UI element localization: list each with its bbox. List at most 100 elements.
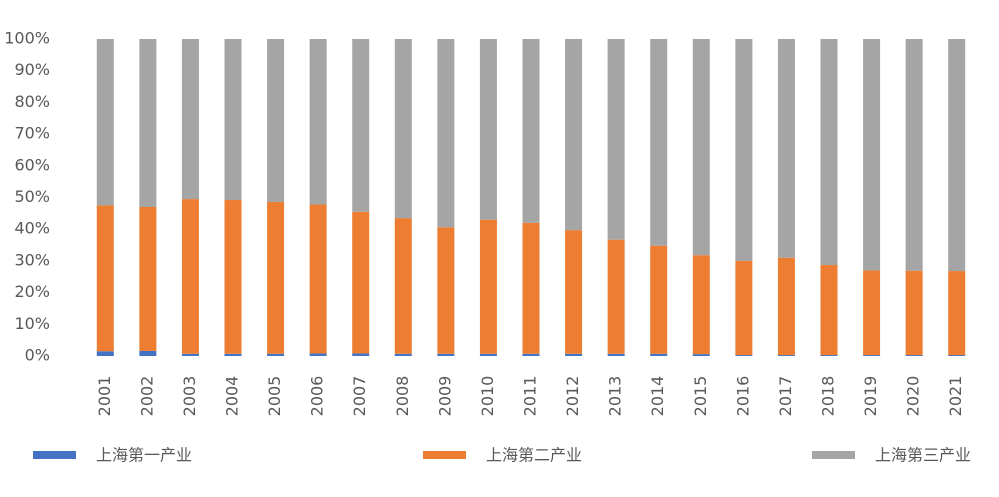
bar-segment bbox=[352, 353, 370, 356]
x-tick-label: 2015 bbox=[691, 376, 710, 417]
bar-segment bbox=[437, 39, 455, 228]
bar-segment bbox=[309, 204, 327, 354]
bar-segment bbox=[139, 207, 157, 351]
y-tick-label: 50% bbox=[14, 187, 50, 206]
bar-segment bbox=[522, 39, 540, 223]
x-tick-label: 2003 bbox=[180, 376, 199, 417]
bar-segment bbox=[607, 39, 625, 240]
bar-segment bbox=[735, 39, 753, 261]
bar-segment bbox=[863, 270, 881, 356]
legend-label: 上海第二产业 bbox=[486, 446, 582, 465]
bar-segment bbox=[820, 355, 838, 356]
x-tick-label: 2007 bbox=[350, 376, 369, 417]
bar-segment bbox=[181, 199, 199, 354]
x-tick-label: 2013 bbox=[606, 376, 625, 417]
bar-segment bbox=[522, 353, 540, 356]
x-tick-label: 2017 bbox=[776, 376, 795, 417]
bar-segment bbox=[607, 353, 625, 356]
x-tick-label: 2001 bbox=[95, 376, 114, 417]
bar-segment bbox=[181, 39, 199, 200]
bar-segment bbox=[692, 354, 710, 356]
x-tick-label: 2014 bbox=[648, 376, 667, 417]
x-tick-label: 2004 bbox=[223, 376, 242, 417]
y-tick-label: 90% bbox=[14, 60, 50, 79]
y-tick-label: 100% bbox=[4, 29, 50, 48]
bar-segment bbox=[437, 353, 455, 356]
bar-segment bbox=[181, 353, 199, 356]
x-tick-label: 2002 bbox=[137, 376, 156, 417]
bar-segment bbox=[863, 39, 881, 271]
bar-segment bbox=[437, 227, 455, 354]
y-tick-label: 10% bbox=[14, 314, 50, 333]
legend-swatch bbox=[812, 451, 855, 459]
x-tick-label: 2008 bbox=[393, 376, 412, 417]
y-tick-label: 20% bbox=[14, 282, 50, 301]
bar-segment bbox=[267, 39, 285, 202]
bar-segment bbox=[820, 265, 838, 356]
bar-segment bbox=[650, 245, 668, 354]
legend-label: 上海第一产业 bbox=[96, 446, 192, 465]
bar-segment bbox=[905, 39, 923, 271]
bar-segment bbox=[309, 39, 327, 205]
x-tick-label: 2005 bbox=[265, 376, 284, 417]
y-tick-label: 80% bbox=[14, 92, 50, 111]
bar-segment bbox=[394, 353, 412, 356]
bar-segment bbox=[96, 39, 114, 206]
x-tick-label: 2012 bbox=[563, 376, 582, 417]
bar-segment bbox=[267, 353, 285, 356]
bar-segment bbox=[96, 205, 114, 352]
bar-segment bbox=[905, 270, 923, 356]
x-tick-label: 2010 bbox=[478, 376, 497, 417]
bar-segment bbox=[479, 219, 497, 354]
bar-segment bbox=[820, 39, 838, 266]
bar-segment bbox=[139, 350, 157, 356]
bar-segment bbox=[224, 353, 242, 356]
x-tick-label: 2009 bbox=[435, 376, 454, 417]
bar-segment bbox=[948, 39, 966, 272]
x-tick-label: 2018 bbox=[819, 376, 838, 417]
bar-segment bbox=[650, 353, 668, 356]
bar-segment bbox=[863, 355, 881, 356]
legend-swatch bbox=[423, 451, 466, 459]
y-tick-label: 70% bbox=[14, 124, 50, 143]
bar-segment bbox=[309, 353, 327, 356]
x-tick-label: 2021 bbox=[946, 376, 965, 417]
legend-label: 上海第三产业 bbox=[875, 446, 971, 465]
bar-segment bbox=[267, 201, 285, 354]
bar-segment bbox=[650, 39, 668, 246]
legend-swatch bbox=[33, 451, 76, 459]
y-tick-label: 40% bbox=[14, 219, 50, 238]
bar-segment bbox=[394, 218, 412, 354]
bar-segment bbox=[948, 355, 966, 356]
bar-segment bbox=[777, 355, 795, 356]
bar-segment bbox=[522, 222, 540, 354]
bar-segment bbox=[224, 39, 242, 201]
bar-segment bbox=[948, 271, 966, 356]
bar-segment bbox=[479, 353, 497, 356]
bar-segment bbox=[139, 39, 157, 208]
bar-segment bbox=[692, 255, 710, 355]
bar-segment bbox=[394, 39, 412, 219]
bar-segment bbox=[352, 39, 370, 212]
bar-segment bbox=[96, 351, 114, 356]
y-tick-label: 0% bbox=[25, 346, 50, 365]
bar-segment bbox=[479, 39, 497, 220]
x-tick-label: 2006 bbox=[308, 376, 327, 417]
y-tick-label: 60% bbox=[14, 155, 50, 174]
bar-segment bbox=[352, 211, 370, 354]
bar-segment bbox=[777, 39, 795, 258]
bar-segment bbox=[565, 353, 583, 356]
y-tick-label: 30% bbox=[14, 250, 50, 269]
x-tick-label: 2019 bbox=[861, 376, 880, 417]
bar-segment bbox=[735, 260, 753, 356]
bar-segment bbox=[735, 355, 753, 356]
bar-segment bbox=[777, 257, 795, 356]
bar-segment bbox=[565, 230, 583, 354]
x-tick-label: 2020 bbox=[904, 376, 923, 417]
bar-segment bbox=[607, 239, 625, 354]
bar-segment bbox=[224, 200, 242, 354]
bar-segment bbox=[692, 39, 710, 256]
x-tick-label: 2011 bbox=[521, 376, 540, 417]
bar-segment bbox=[905, 355, 923, 356]
